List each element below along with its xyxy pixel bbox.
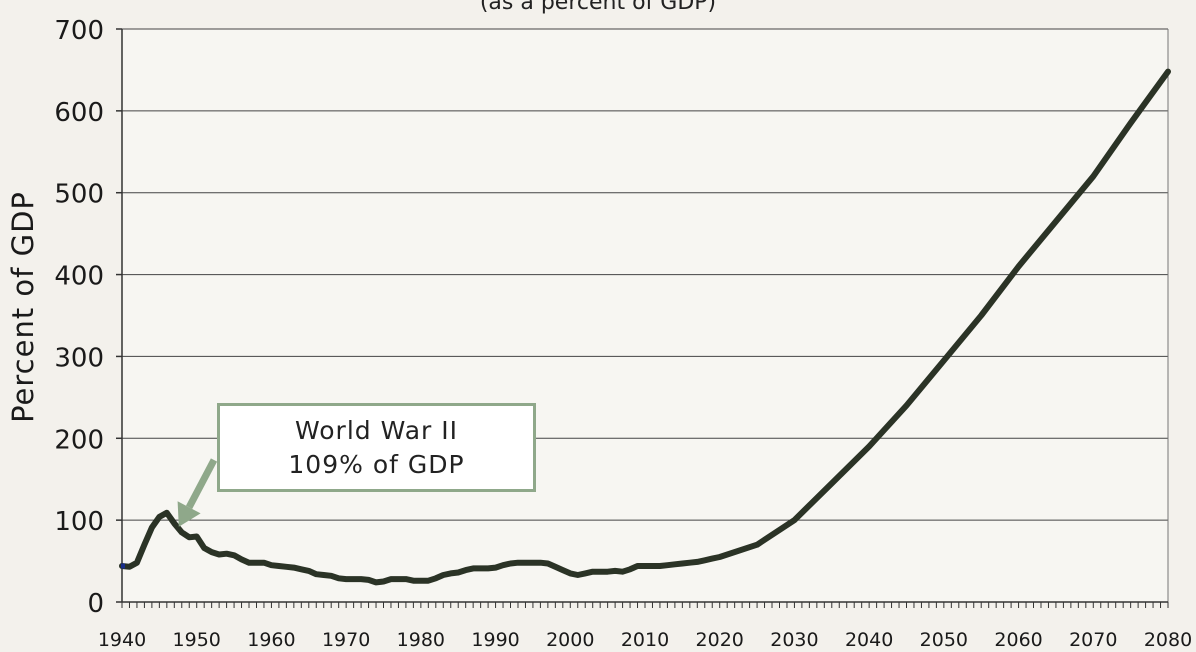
x-tick-label: 1980 — [397, 629, 445, 651]
annotation-line-2: 109% of GDP — [288, 449, 465, 479]
x-tick-label: 2040 — [845, 629, 893, 651]
y-tick-label: 0 — [87, 589, 104, 619]
x-tick-label: 2060 — [994, 629, 1042, 651]
annotation-line-1: World War II — [294, 415, 458, 445]
plot-area — [122, 29, 1168, 602]
x-tick-label: 1950 — [173, 629, 221, 651]
y-tick-label: 300 — [54, 343, 104, 373]
x-tick-label: 2000 — [546, 629, 594, 651]
x-tick-label: 1970 — [322, 629, 370, 651]
debt-line — [119, 68, 1171, 586]
chart-subtitle: (as a percent of GDP) — [479, 0, 717, 15]
y-tick-label: 600 — [54, 98, 104, 128]
x-tick-label: 1990 — [471, 629, 519, 651]
y-tick-label: 500 — [54, 180, 104, 210]
x-tick-label: 2050 — [920, 629, 968, 651]
y-tick-label: 100 — [54, 507, 104, 537]
x-tick-label: 2020 — [696, 629, 744, 651]
x-tick-label: 2070 — [1069, 629, 1117, 651]
y-tick-label: 700 — [54, 16, 104, 46]
y-tick-label: 400 — [54, 262, 104, 292]
x-tick-label: 2010 — [621, 629, 669, 651]
annotation-arrow-head — [177, 501, 201, 527]
x-tick-label: 2080 — [1144, 629, 1192, 651]
y-tick-label: 200 — [54, 425, 104, 455]
x-tick-label: 1940 — [98, 629, 146, 651]
annotation-arrow-shaft — [185, 458, 218, 509]
annotation-callout: World War II 109% of GDP — [217, 403, 536, 492]
x-tick-label: 1960 — [247, 629, 295, 651]
x-tick-label: 2030 — [770, 629, 818, 651]
